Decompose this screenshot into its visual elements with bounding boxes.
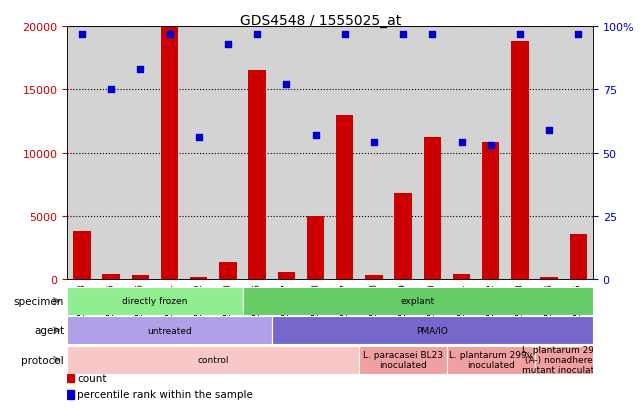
- Bar: [307, 216, 324, 280]
- Bar: [360, 346, 447, 374]
- Bar: [535, 346, 593, 374]
- Point: [194, 135, 204, 141]
- Point: [573, 31, 583, 38]
- Bar: [242, 287, 593, 315]
- Text: GDS4548 / 1555025_at: GDS4548 / 1555025_at: [240, 14, 401, 28]
- Bar: [447, 346, 535, 374]
- Bar: [67, 316, 272, 344]
- Point: [515, 31, 525, 38]
- Point: [544, 127, 554, 134]
- Point: [223, 41, 233, 48]
- Text: percentile rank within the sample: percentile rank within the sample: [78, 389, 253, 399]
- Bar: [190, 277, 208, 280]
- Point: [310, 132, 320, 139]
- Text: specimen: specimen: [13, 296, 64, 306]
- Bar: [482, 143, 499, 280]
- Bar: [278, 272, 295, 280]
- Bar: [67, 390, 74, 399]
- Point: [486, 142, 496, 149]
- Bar: [103, 275, 120, 280]
- Bar: [131, 276, 149, 280]
- Point: [427, 31, 437, 38]
- Text: count: count: [78, 373, 107, 383]
- Point: [77, 31, 87, 38]
- Bar: [161, 27, 178, 280]
- Text: L. plantarum 299v
(A-) nonadherent
mutant inoculated: L. plantarum 299v (A-) nonadherent mutan…: [522, 345, 606, 375]
- Bar: [424, 138, 441, 280]
- Bar: [67, 374, 74, 382]
- Point: [252, 31, 262, 38]
- Bar: [67, 346, 360, 374]
- Bar: [540, 277, 558, 280]
- Bar: [336, 115, 353, 280]
- Text: agent: agent: [34, 325, 64, 335]
- Text: directly frozen: directly frozen: [122, 297, 188, 306]
- Text: PMA/IO: PMA/IO: [417, 326, 448, 335]
- Bar: [394, 194, 412, 280]
- Text: L. paracasei BL23
inoculated: L. paracasei BL23 inoculated: [363, 350, 443, 369]
- Point: [164, 31, 174, 38]
- Bar: [248, 71, 266, 280]
- Bar: [453, 275, 470, 280]
- Text: untreated: untreated: [147, 326, 192, 335]
- Bar: [67, 287, 242, 315]
- Point: [456, 140, 467, 147]
- Point: [369, 140, 379, 147]
- Point: [398, 31, 408, 38]
- Text: explant: explant: [401, 297, 435, 306]
- Bar: [73, 232, 90, 280]
- Point: [281, 82, 292, 88]
- Bar: [365, 276, 383, 280]
- Point: [340, 31, 350, 38]
- Point: [135, 66, 146, 73]
- Text: control: control: [197, 355, 229, 364]
- Text: protocol: protocol: [21, 355, 64, 365]
- Bar: [570, 234, 587, 280]
- Bar: [272, 316, 593, 344]
- Point: [106, 87, 116, 93]
- Bar: [219, 262, 237, 280]
- Text: L. plantarum 299v
inoculated: L. plantarum 299v inoculated: [449, 350, 532, 369]
- Bar: [511, 42, 529, 280]
